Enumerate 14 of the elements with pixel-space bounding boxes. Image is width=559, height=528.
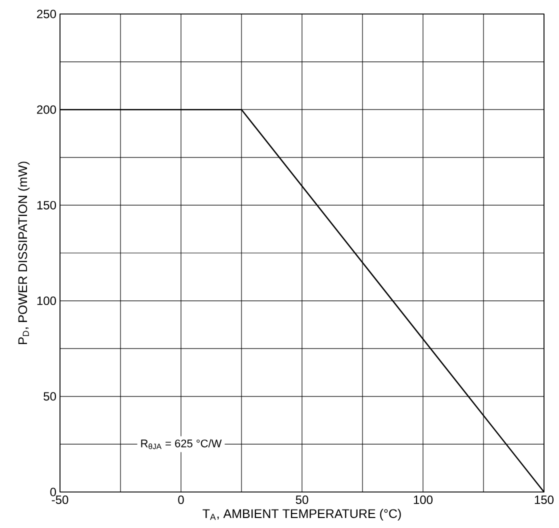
y-tick-label: 50 bbox=[44, 392, 56, 401]
x-tick-label: 50 bbox=[296, 496, 308, 504]
x-tick-label: -50 bbox=[52, 496, 68, 504]
annotation: R$_{θJA}$ = 625 °C/W bbox=[141, 439, 222, 450]
x-axis-title: T$_{A}$, AMBIENT TEMPERATURE (°C) bbox=[202, 508, 401, 521]
x-tick-label: 100 bbox=[414, 496, 433, 504]
y-tick-label: 200 bbox=[37, 105, 56, 114]
y-tick-label: 150 bbox=[37, 200, 56, 210]
y-tick-label: 0 bbox=[50, 488, 56, 496]
x-tick-label: 0 bbox=[178, 496, 184, 504]
y-tick-label: 100 bbox=[37, 296, 56, 306]
x-tick-label: 150 bbox=[534, 496, 554, 504]
y-axis-title: P$_{D}$, POWER DISSIPATION (mW) bbox=[18, 162, 30, 344]
y-tick-label: 250 bbox=[37, 10, 56, 18]
